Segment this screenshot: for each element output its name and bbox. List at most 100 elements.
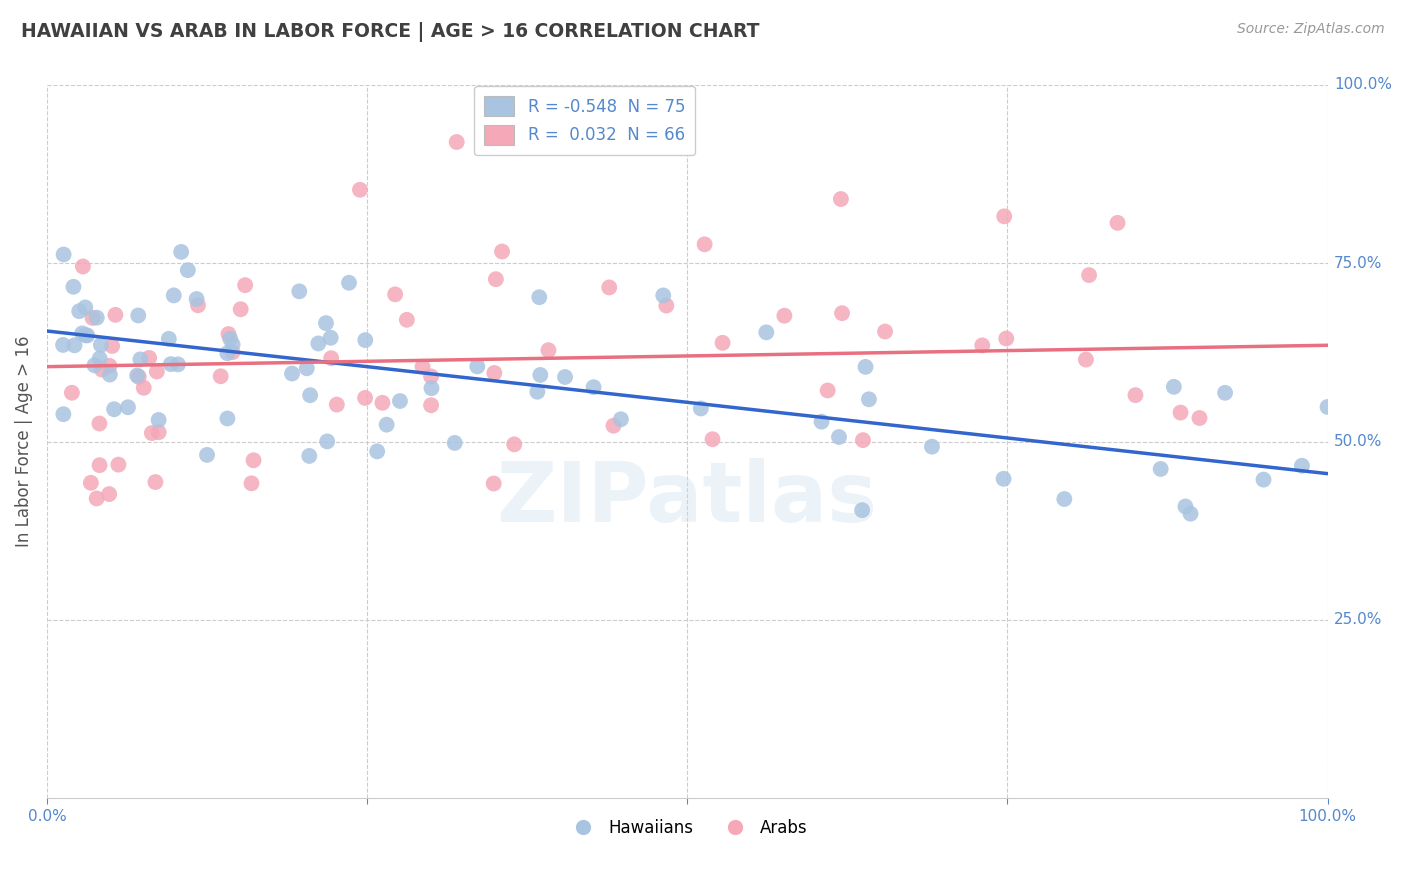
Y-axis label: In Labor Force | Age > 16: In Labor Force | Age > 16: [15, 335, 32, 548]
Point: [242, 453, 264, 467]
Point: [117, 401, 139, 415]
Point: [89, 351, 111, 366]
Point: [1078, 268, 1101, 282]
Point: [217, 327, 239, 342]
Point: [217, 346, 239, 360]
Point: [75, 301, 97, 315]
Point: [104, 308, 127, 322]
Point: [62, 279, 84, 293]
Point: [1170, 406, 1192, 420]
Point: [307, 336, 329, 351]
Point: [529, 290, 551, 304]
Point: [148, 413, 170, 427]
Point: [1253, 473, 1275, 487]
Point: [138, 351, 160, 365]
Text: 25.0%: 25.0%: [1334, 612, 1382, 627]
Point: [315, 316, 337, 330]
Point: [170, 244, 193, 259]
Point: [159, 357, 181, 371]
Point: [873, 325, 896, 339]
Point: [209, 369, 232, 384]
Point: [177, 263, 200, 277]
Point: [321, 351, 343, 366]
Point: [420, 381, 443, 395]
Point: [80, 475, 103, 490]
Point: [858, 392, 880, 407]
Point: [503, 437, 526, 451]
Point: [388, 394, 411, 409]
Point: [187, 298, 209, 312]
Point: [98, 368, 121, 382]
Point: [1188, 411, 1211, 425]
Point: [446, 135, 468, 149]
Point: [98, 359, 121, 373]
Point: [141, 426, 163, 441]
Point: [921, 440, 943, 454]
Point: [1125, 388, 1147, 402]
Point: [537, 343, 560, 358]
Point: [491, 244, 513, 259]
Point: [349, 183, 371, 197]
Point: [148, 425, 170, 440]
Point: [316, 434, 339, 449]
Point: [375, 417, 398, 432]
Point: [52, 407, 75, 421]
Point: [1291, 458, 1313, 473]
Point: [295, 361, 318, 376]
Point: [90, 362, 112, 376]
Text: HAWAIIAN VS ARAB IN LABOR FORCE | AGE > 16 CORRELATION CHART: HAWAIIAN VS ARAB IN LABOR FORCE | AGE > …: [21, 22, 759, 42]
Point: [384, 287, 406, 301]
Point: [72, 260, 94, 274]
Point: [107, 458, 129, 472]
Point: [1316, 400, 1339, 414]
Point: [702, 432, 724, 446]
Point: [420, 369, 443, 384]
Point: [1107, 216, 1129, 230]
Point: [157, 332, 180, 346]
Point: [693, 237, 716, 252]
Point: [652, 288, 675, 302]
Point: [831, 306, 853, 320]
Point: [299, 388, 322, 402]
Point: [1163, 380, 1185, 394]
Point: [128, 369, 150, 384]
Point: [219, 332, 242, 346]
Point: [689, 401, 711, 416]
Point: [75, 328, 97, 343]
Point: [326, 398, 349, 412]
Point: [129, 352, 152, 367]
Point: [221, 345, 243, 359]
Text: 75.0%: 75.0%: [1334, 256, 1382, 271]
Point: [86, 491, 108, 506]
Point: [993, 210, 1015, 224]
Point: [354, 333, 377, 347]
Point: [60, 385, 83, 400]
Point: [83, 359, 105, 373]
Point: [995, 331, 1018, 345]
Point: [412, 359, 434, 374]
Point: [655, 299, 678, 313]
Point: [127, 309, 149, 323]
Point: [1150, 462, 1173, 476]
Point: [855, 359, 877, 374]
Point: [993, 472, 1015, 486]
Point: [371, 396, 394, 410]
Point: [288, 285, 311, 299]
Point: [127, 368, 149, 383]
Point: [711, 335, 734, 350]
Point: [233, 278, 256, 293]
Point: [281, 367, 304, 381]
Point: [602, 418, 624, 433]
Point: [395, 313, 418, 327]
Point: [90, 338, 112, 352]
Point: [582, 380, 605, 394]
Point: [221, 337, 243, 351]
Point: [529, 368, 551, 382]
Point: [101, 339, 124, 353]
Point: [98, 487, 121, 501]
Point: [86, 310, 108, 325]
Point: [63, 338, 86, 352]
Point: [167, 357, 190, 371]
Point: [465, 359, 488, 374]
Point: [354, 391, 377, 405]
